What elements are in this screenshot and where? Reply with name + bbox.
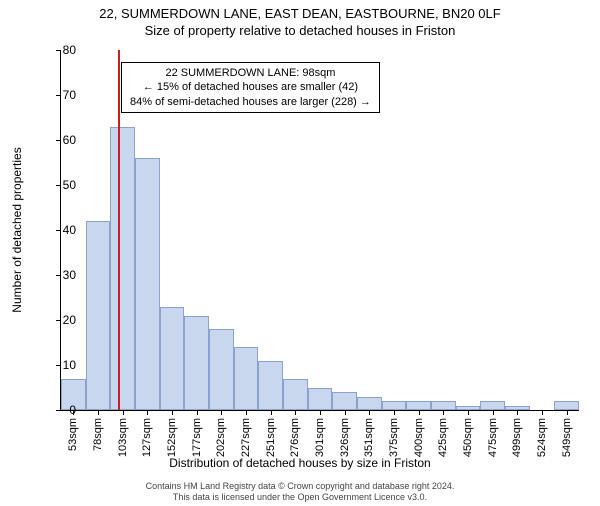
- x-tick-label: 152sqm: [166, 418, 178, 457]
- x-tick-label: 450sqm: [462, 418, 474, 457]
- x-tick: [542, 410, 543, 415]
- x-tick-label: 499sqm: [511, 418, 523, 457]
- y-tick-label: 50: [63, 178, 76, 192]
- chart-subtitle: Size of property relative to detached ho…: [0, 23, 600, 38]
- y-tick-label: 0: [69, 403, 76, 417]
- x-tick: [493, 410, 494, 415]
- x-tick-label: 425sqm: [437, 418, 449, 457]
- x-tick: [123, 410, 124, 415]
- histogram-bar: [332, 392, 357, 410]
- histogram-bar: [382, 401, 407, 410]
- x-tick: [197, 410, 198, 415]
- histogram-bar: [554, 401, 579, 410]
- x-tick: [419, 410, 420, 415]
- x-tick-label: 549sqm: [561, 418, 573, 457]
- annotation-line1: 22 SUMMERDOWN LANE: 98sqm: [165, 67, 335, 79]
- annotation-line2: ← 15% of detached houses are smaller (42…: [143, 81, 358, 93]
- histogram-bar: [110, 127, 135, 411]
- histogram-bar: [357, 397, 382, 411]
- y-tick-label: 10: [63, 358, 76, 372]
- x-tick-label: 177sqm: [191, 418, 203, 457]
- footer-line2: This data is licensed under the Open Gov…: [173, 492, 427, 502]
- y-tick-label: 80: [63, 43, 76, 57]
- histogram-bar: [86, 221, 111, 410]
- y-tick: [56, 275, 61, 276]
- y-tick-label: 70: [63, 88, 76, 102]
- x-tick-label: 326sqm: [339, 418, 351, 457]
- y-tick: [56, 365, 61, 366]
- subject-marker-line: [118, 50, 120, 410]
- plot-area: 53sqm78sqm103sqm127sqm152sqm177sqm202sqm…: [60, 50, 579, 411]
- chart-title: 22, SUMMERDOWN LANE, EAST DEAN, EASTBOUR…: [0, 6, 600, 21]
- x-tick-label: 276sqm: [289, 418, 301, 457]
- histogram-bar: [209, 329, 234, 410]
- x-tick-label: 53sqm: [67, 418, 79, 451]
- x-tick-label: 127sqm: [141, 418, 153, 457]
- x-axis-label: Distribution of detached houses by size …: [0, 456, 600, 470]
- x-tick: [517, 410, 518, 415]
- y-tick-label: 40: [63, 223, 76, 237]
- x-tick: [246, 410, 247, 415]
- histogram-bar: [258, 361, 283, 411]
- y-tick-label: 30: [63, 268, 76, 282]
- annotation-callout: 22 SUMMERDOWN LANE: 98sqm ← 15% of detach…: [121, 62, 380, 113]
- y-tick-label: 20: [63, 313, 76, 327]
- y-tick: [56, 410, 61, 411]
- x-tick: [295, 410, 296, 415]
- x-tick-label: 475sqm: [487, 418, 499, 457]
- histogram-bar: [283, 379, 308, 411]
- x-tick: [98, 410, 99, 415]
- x-tick-label: 202sqm: [215, 418, 227, 457]
- x-tick-label: 524sqm: [536, 418, 548, 457]
- x-tick-label: 301sqm: [314, 418, 326, 457]
- histogram-bar: [308, 388, 333, 411]
- x-tick-label: 351sqm: [363, 418, 375, 457]
- histogram-bar: [431, 401, 456, 410]
- y-tick: [56, 185, 61, 186]
- y-tick: [56, 230, 61, 231]
- histogram-bar: [160, 307, 185, 411]
- x-tick: [369, 410, 370, 415]
- y-tick-label: 60: [63, 133, 76, 147]
- y-tick: [56, 95, 61, 96]
- x-tick: [320, 410, 321, 415]
- annotation-line3: 84% of semi-detached houses are larger (…: [130, 96, 371, 108]
- x-tick-label: 78sqm: [92, 418, 104, 451]
- x-tick-label: 103sqm: [117, 418, 129, 457]
- x-tick-label: 375sqm: [388, 418, 400, 457]
- footer-line1: Contains HM Land Registry data © Crown c…: [146, 481, 455, 491]
- y-axis-label: Number of detached properties: [10, 147, 24, 312]
- x-tick-label: 227sqm: [240, 418, 252, 457]
- histogram-bar: [135, 158, 160, 410]
- y-tick: [56, 50, 61, 51]
- x-tick: [147, 410, 148, 415]
- histogram-bar: [184, 316, 209, 411]
- x-tick-label: 400sqm: [413, 418, 425, 457]
- x-tick-label: 251sqm: [265, 418, 277, 457]
- y-tick: [56, 140, 61, 141]
- histogram-bar: [480, 401, 505, 410]
- x-tick: [345, 410, 346, 415]
- histogram-bar: [234, 347, 259, 410]
- x-tick: [443, 410, 444, 415]
- x-tick: [468, 410, 469, 415]
- x-tick: [221, 410, 222, 415]
- x-tick: [567, 410, 568, 415]
- histogram-bar: [406, 401, 431, 410]
- x-tick: [172, 410, 173, 415]
- y-tick: [56, 320, 61, 321]
- x-tick: [394, 410, 395, 415]
- x-tick: [271, 410, 272, 415]
